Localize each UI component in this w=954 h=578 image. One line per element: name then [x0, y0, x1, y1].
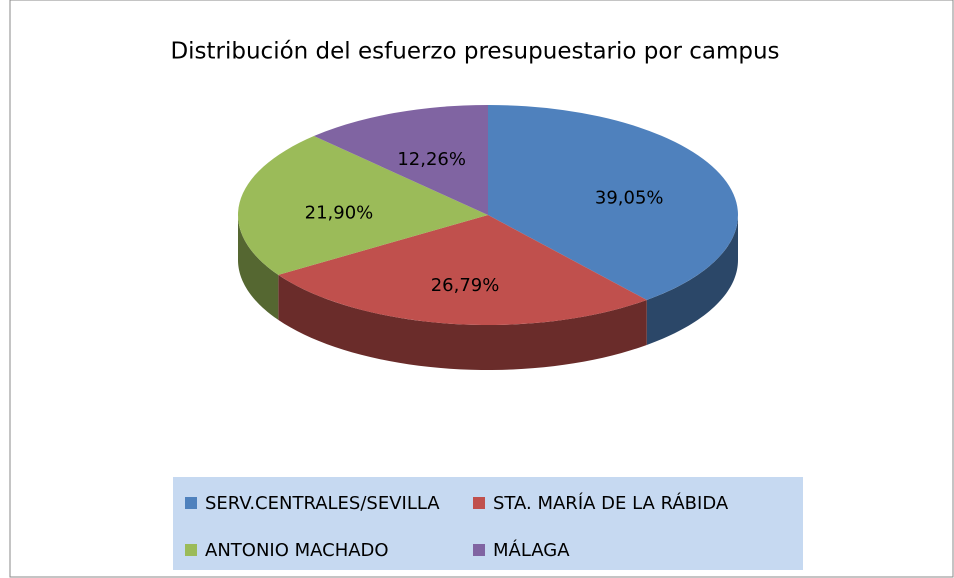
slice: [313, 105, 488, 215]
pie: 39,05% 26,79% 21,90% 12,26%: [238, 105, 739, 370]
legend-label: MÁLAGA: [493, 539, 570, 561]
slice-side: [278, 274, 647, 370]
legend-label: ANTONIO MACHADO: [205, 540, 389, 561]
legend-swatch: [473, 497, 485, 509]
legend-box: [173, 477, 803, 570]
legend-swatch: [185, 544, 197, 556]
legend-label: STA. MARÍA DE LA RÁBIDA: [493, 492, 729, 514]
chart-title: Distribución del esfuerzo presupuestario…: [170, 39, 779, 65]
legend-swatch: [185, 497, 197, 509]
data-label: 21,90%: [305, 203, 374, 224]
slice-side: [238, 215, 279, 320]
slice: [488, 105, 739, 300]
data-label: 12,26%: [397, 149, 466, 170]
data-label: 39,05%: [595, 188, 664, 209]
legend: SERV.CENTRALES/SEVILLA STA. MARÍA DE LA R…: [185, 492, 729, 561]
data-label: 26,79%: [431, 275, 500, 296]
slice-side: [646, 215, 738, 345]
slice: [278, 215, 647, 325]
slice: [238, 136, 488, 275]
legend-label: SERV.CENTRALES/SEVILLA: [205, 493, 440, 514]
legend-swatch: [473, 544, 485, 556]
